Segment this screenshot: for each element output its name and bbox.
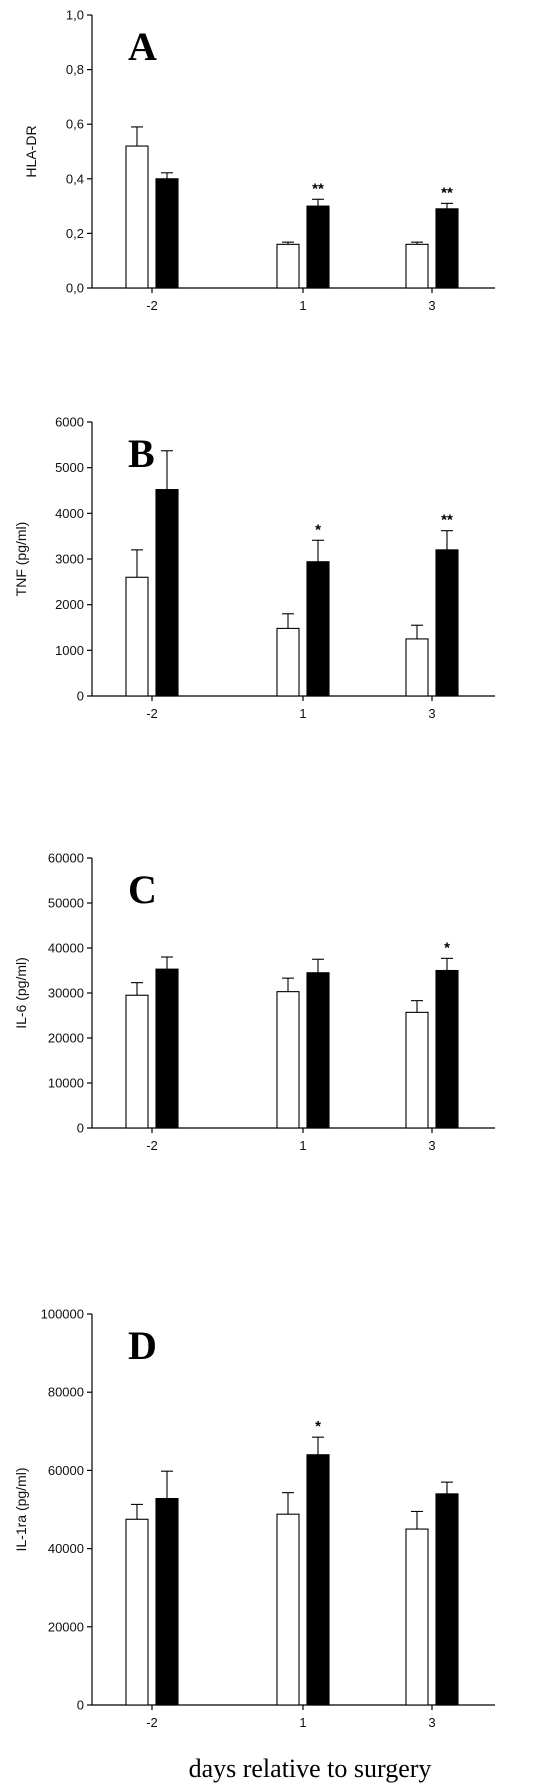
y-tick-label: 10000	[48, 1076, 84, 1091]
y-axis-title: IL-6 (pg/ml)	[13, 957, 29, 1029]
y-tick-label: 20000	[48, 1619, 84, 1634]
panel-label: C	[128, 867, 157, 912]
panel-label: D	[128, 1323, 157, 1368]
y-tick-label: 0,4	[66, 171, 84, 186]
y-tick-label: 60000	[48, 851, 84, 866]
y-tick-label: 0	[77, 1121, 84, 1136]
chart-panel-b: 0 1000 2000 3000 4000 5000 6000 TNF (pg/ml) B -2 1…	[13, 415, 495, 721]
y-tick-label: 100000	[41, 1307, 84, 1322]
x-tick-label: 1	[299, 298, 306, 313]
y-tick-label: 2000	[55, 597, 84, 612]
y-tick-label: 0,6	[66, 117, 84, 132]
y-tick-label: 5000	[55, 460, 84, 475]
significance-mark: **	[441, 512, 453, 529]
bar-open	[125, 994, 149, 1129]
y-axis-title: HLA-DR	[23, 125, 39, 177]
panel-label: A	[128, 24, 157, 69]
y-tick-label: 4000	[55, 506, 84, 521]
bar-filled	[435, 208, 459, 289]
x-tick-label: -2	[146, 1138, 158, 1153]
bar-filled	[435, 969, 459, 1129]
x-tick-label: 3	[428, 298, 435, 313]
bar-open	[405, 1528, 429, 1706]
y-axis-title: IL-1ra (pg/ml)	[13, 1467, 29, 1551]
panel-label: B	[128, 431, 155, 476]
bar-filled	[435, 549, 459, 697]
bar-filled	[155, 489, 179, 697]
bar-open	[405, 1011, 429, 1129]
y-tick-label: 0,2	[66, 226, 84, 241]
y-tick-label: 20000	[48, 1031, 84, 1046]
significance-mark: **	[312, 180, 324, 197]
significance-mark: *	[315, 1418, 321, 1435]
x-tick-label: 3	[428, 1715, 435, 1730]
bar-open	[125, 145, 149, 289]
y-tick-label: 0	[77, 689, 84, 704]
x-tick-label: -2	[146, 298, 158, 313]
y-tick-label: 30000	[48, 986, 84, 1001]
bar-open	[276, 627, 300, 697]
bar-filled	[155, 1498, 179, 1706]
x-tick-label: 1	[299, 706, 306, 721]
x-tick-label: 3	[428, 1138, 435, 1153]
y-tick-label: 3000	[55, 552, 84, 567]
x-tick-label: -2	[146, 1715, 158, 1730]
significance-mark: *	[315, 521, 321, 538]
bar-open	[405, 638, 429, 697]
y-tick-label: 40000	[48, 941, 84, 956]
x-axis-title: days relative to surgery	[189, 1754, 432, 1783]
y-tick-label: 60000	[48, 1463, 84, 1478]
x-tick-label: 1	[299, 1138, 306, 1153]
y-tick-label: 1000	[55, 643, 84, 658]
bar-open	[276, 243, 300, 289]
bar-filled	[306, 1454, 330, 1706]
x-tick-label: 3	[428, 706, 435, 721]
chart-panel-a: 0,0 0,2 0,4 0,6 0,8 1,0 HLA-DR A -2 1 3 ** **	[23, 8, 495, 313]
y-tick-label: 0	[77, 1698, 84, 1713]
y-tick-label: 40000	[48, 1541, 84, 1556]
y-tick-label: 1,0	[66, 8, 84, 23]
y-tick-label: 0,0	[66, 281, 84, 296]
bar-filled	[155, 178, 179, 289]
bar-open	[276, 991, 300, 1129]
bar-filled	[306, 205, 330, 289]
chart-panel-d: 0 20000 40000 60000 80000 100000 IL-1ra (pg/ml…	[13, 1307, 495, 1730]
bar-filled	[306, 972, 330, 1129]
bar-open	[276, 1513, 300, 1706]
y-tick-label: 50000	[48, 896, 84, 911]
chart-panel-c: 0 10000 20000 30000 40000 50000 60000 IL-6 (pg/…	[13, 851, 495, 1153]
significance-mark: **	[441, 184, 453, 201]
y-tick-label: 6000	[55, 415, 84, 430]
x-tick-label: 1	[299, 1715, 306, 1730]
y-tick-label: 0,8	[66, 62, 84, 77]
y-axis-title: TNF (pg/ml)	[13, 522, 29, 597]
bar-open	[125, 1518, 149, 1706]
y-tick-label: 80000	[48, 1385, 84, 1400]
significance-mark: *	[444, 939, 450, 956]
bar-filled	[435, 1493, 459, 1706]
bar-filled	[306, 561, 330, 697]
bar-open	[405, 243, 429, 289]
x-tick-label: -2	[146, 706, 158, 721]
bar-filled	[155, 968, 179, 1129]
bar-open	[125, 576, 149, 697]
